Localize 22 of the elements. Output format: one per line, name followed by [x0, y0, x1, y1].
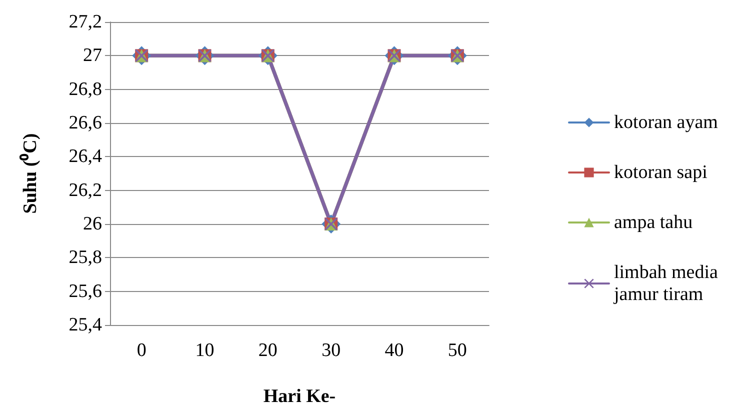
y-tick-label: 25,6	[68, 280, 102, 302]
legend-label: limbah media jamur tiram	[613, 262, 723, 305]
legend-label: kotoran ayam	[614, 112, 718, 133]
y-tick-label: 27	[83, 45, 102, 66]
y-tick-label: 25,4	[68, 314, 102, 336]
x-tick-label: 30	[322, 340, 341, 361]
legend-label: ampa tahu	[614, 212, 694, 233]
x-tick-label: 50	[448, 340, 467, 361]
x-tick-label: 10	[195, 340, 214, 361]
legend-label: kotoran sapi	[614, 162, 708, 183]
x-tick-label: 40	[384, 340, 404, 361]
y-tick-label: 26,4	[68, 146, 102, 168]
y-tick-label: 26,6	[68, 112, 102, 134]
y-tick-label: 26,2	[68, 180, 102, 201]
x-tick-label: 0	[136, 340, 146, 361]
x-axis-title: Hari Ke-	[263, 386, 336, 407]
y-tick-label: 25,8	[68, 247, 102, 268]
y-tick-label: 26,8	[68, 78, 102, 100]
x-tick-label: 20	[258, 340, 278, 361]
y-tick-label: 27,2	[68, 12, 102, 32]
y-axis-title: Suhu (⁰C)	[19, 133, 41, 214]
y-tick-label: 26	[83, 214, 102, 234]
